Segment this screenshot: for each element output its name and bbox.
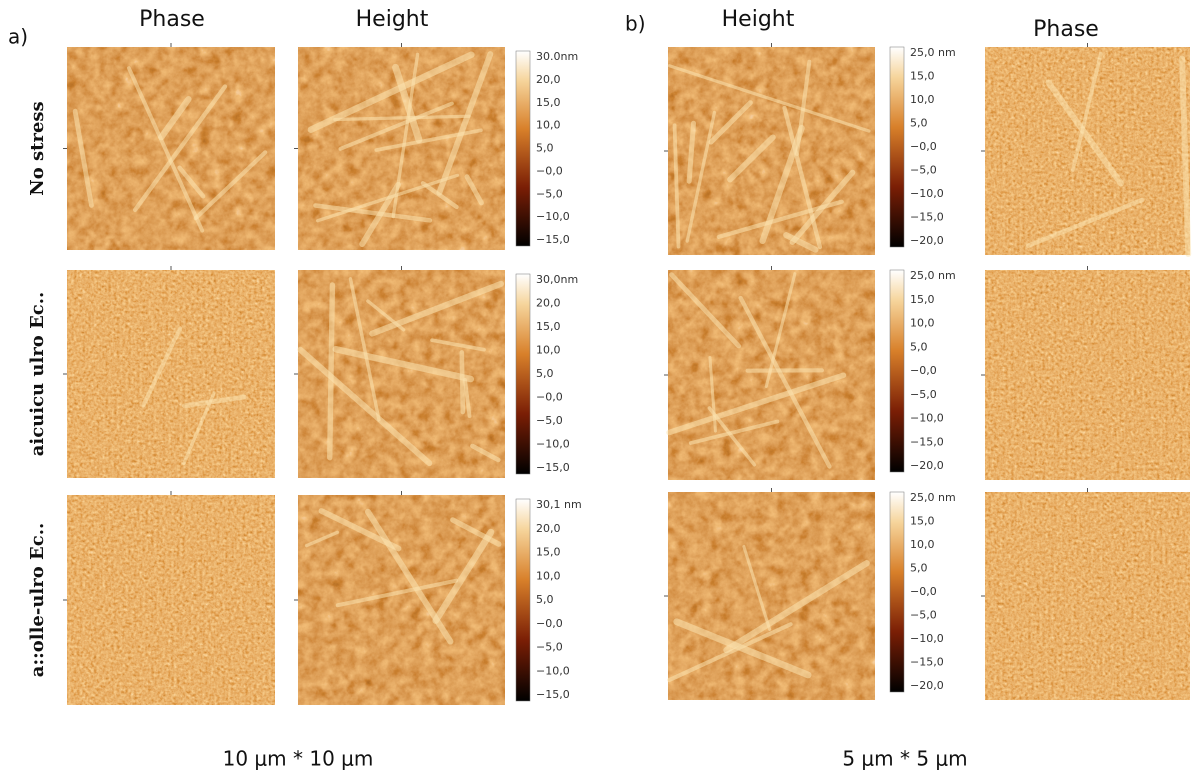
colorbar-label: −0,0 [910, 585, 937, 598]
colorbar-label: −5,0 [536, 187, 563, 200]
column-header: Height [722, 7, 795, 32]
figure: a) b) Phase Height Height Phase 10 μm * … [0, 0, 1193, 776]
afm-image [298, 495, 505, 705]
colorbar-label: 30,0nm [536, 273, 578, 286]
panel-label: b) [625, 12, 646, 36]
panel-label: a) [8, 25, 28, 49]
colorbar-label: −0,0 [536, 164, 563, 177]
colorbar-label: 5,0 [536, 593, 554, 606]
column-header: Height [356, 7, 429, 32]
colorbar-label: 15,0 [536, 320, 561, 333]
colorbar-label: −10,0 [536, 438, 570, 451]
colorbar-label: −5,0 [910, 164, 937, 177]
afm-image [67, 495, 275, 705]
colorbar-label: −15,0 [910, 656, 944, 669]
colorbar-label: −5,0 [536, 414, 563, 427]
colorbar-label: 25,0 nm [910, 491, 956, 504]
colorbar-label: 10,0 [910, 538, 935, 551]
row-label-group: aicuicu ulro Ec.. [27, 292, 48, 457]
colorbar-label: 15,0 [536, 546, 561, 559]
colorbar-label: 5,0 [910, 340, 928, 353]
fiber [462, 352, 463, 412]
colorbar-label: 25,0 nm [910, 46, 956, 59]
colorbar [516, 274, 530, 474]
colorbar-label: 15,0 [536, 96, 561, 109]
colorbar-label: 15,0 [910, 70, 935, 83]
colorbar-label: −10,0 [910, 187, 944, 200]
colorbar-label: −20,0 [910, 679, 944, 692]
colorbar-label: −0,0 [536, 391, 563, 404]
colorbar-label: −5,0 [910, 609, 937, 622]
colorbar-label: 10,0 [910, 317, 935, 330]
scale-label: 10 μm * 10 μm [223, 747, 374, 771]
colorbar-label: −15,0 [910, 211, 944, 224]
afm-image [67, 47, 275, 250]
colorbar [516, 499, 530, 701]
colorbar-label: −10,0 [536, 664, 570, 677]
afm-image [985, 492, 1190, 700]
colorbar-label: −0,0 [910, 364, 937, 377]
row-label: No stress [27, 101, 48, 195]
column-header: Phase [1033, 17, 1099, 42]
colorbar-label: −10,0 [910, 412, 944, 425]
colorbar-label: 10,0 [910, 93, 935, 106]
colorbar-label: 20,0 [536, 522, 561, 535]
colorbar-label: 15,0 [910, 515, 935, 528]
afm-image [668, 492, 875, 700]
fiber [330, 285, 333, 458]
colorbar-label: −0,0 [910, 140, 937, 153]
colorbar-label: −20,0 [910, 459, 944, 472]
colorbar-label: −15,0 [536, 461, 570, 474]
colorbar [890, 47, 904, 247]
afm-image [985, 270, 1190, 480]
colorbar-label: 5,0 [910, 562, 928, 575]
colorbar-label: −15,0 [536, 233, 570, 246]
scale-label: 5 μm * 5 μm [842, 747, 967, 771]
colorbar-label: −0,0 [536, 617, 563, 630]
colorbar-label: 30.0nm [536, 50, 578, 63]
row-label: aicuicu ulro Ec.. [27, 292, 48, 457]
colorbar [890, 270, 904, 472]
colorbar-label: −20,0 [910, 234, 944, 247]
afm-image [67, 270, 275, 478]
column-header: Phase [139, 7, 205, 32]
colorbar-label: −5,0 [910, 388, 937, 401]
row-label-group: a::olle-ulro Ec.. [27, 523, 48, 677]
colorbar-label: 10,0 [536, 569, 561, 582]
colorbar-label: 20,0 [536, 73, 561, 86]
colorbar-label: −5,0 [536, 641, 563, 654]
colorbar-label: 30,1 nm [536, 498, 582, 511]
colorbar-label: −10,0 [910, 632, 944, 645]
colorbar-label: −15,0 [536, 688, 570, 701]
colorbar-label: 10,0 [536, 344, 561, 357]
colorbar [516, 51, 530, 246]
colorbar-label: 20,0 [536, 297, 561, 310]
colorbar-label: 10,0 [536, 119, 561, 132]
colorbar [890, 492, 904, 692]
colorbar-label: 5,0 [536, 367, 554, 380]
colorbar-label: 5,0 [536, 142, 554, 155]
colorbar-label: 25,0 nm [910, 269, 956, 282]
colorbar-label: −10,0 [536, 210, 570, 223]
row-label-group: No stress [27, 101, 48, 195]
colorbar-label: 5,0 [910, 117, 928, 130]
colorbar-label: 15,0 [910, 293, 935, 306]
row-label: a::olle-ulro Ec.. [27, 523, 48, 677]
colorbar-label: −15,0 [910, 435, 944, 448]
